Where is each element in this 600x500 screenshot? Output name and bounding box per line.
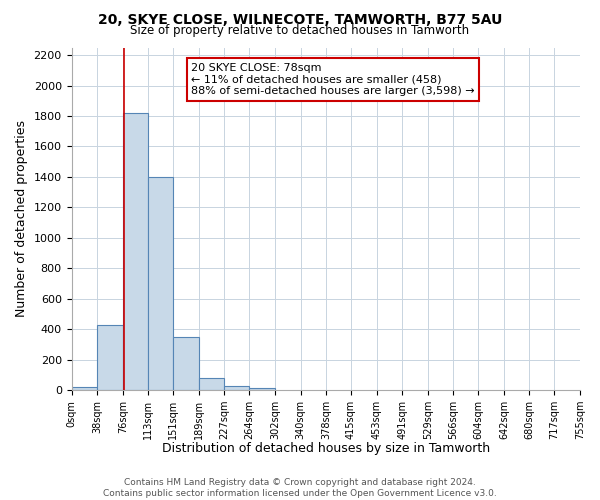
Bar: [250, 388, 275, 390]
Bar: [199, 378, 224, 390]
Bar: [71, 387, 97, 390]
Bar: [97, 324, 123, 390]
Text: 20 SKYE CLOSE: 78sqm
← 11% of detached houses are smaller (458)
88% of semi-deta: 20 SKYE CLOSE: 78sqm ← 11% of detached h…: [191, 63, 475, 96]
Text: Size of property relative to detached houses in Tamworth: Size of property relative to detached ho…: [130, 24, 470, 37]
Text: 20, SKYE CLOSE, WILNECOTE, TAMWORTH, B77 5AU: 20, SKYE CLOSE, WILNECOTE, TAMWORTH, B77…: [98, 12, 502, 26]
Bar: [224, 386, 250, 390]
Text: Contains HM Land Registry data © Crown copyright and database right 2024.
Contai: Contains HM Land Registry data © Crown c…: [103, 478, 497, 498]
Y-axis label: Number of detached properties: Number of detached properties: [15, 120, 28, 318]
Bar: [123, 113, 148, 390]
X-axis label: Distribution of detached houses by size in Tamworth: Distribution of detached houses by size …: [162, 442, 490, 455]
Bar: [148, 177, 173, 390]
Bar: [173, 336, 199, 390]
